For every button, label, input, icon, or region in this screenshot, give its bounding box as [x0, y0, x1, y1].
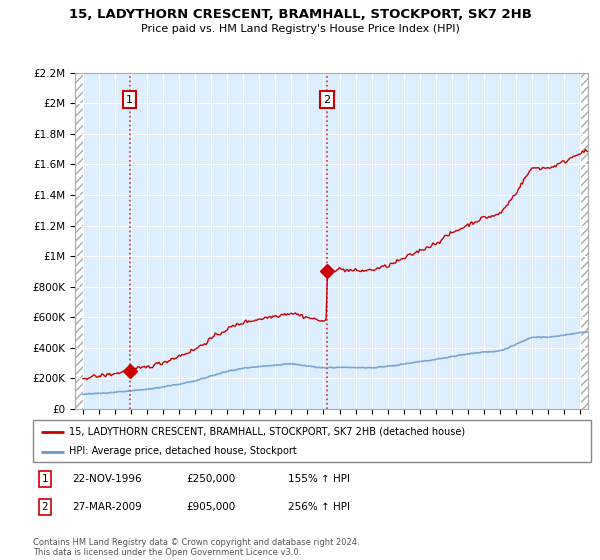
Text: 15, LADYTHORN CRESCENT, BRAMHALL, STOCKPORT, SK7 2HB (detached house): 15, LADYTHORN CRESCENT, BRAMHALL, STOCKP…: [69, 427, 466, 437]
Text: 27-MAR-2009: 27-MAR-2009: [72, 502, 142, 512]
Text: £250,000: £250,000: [186, 474, 235, 484]
Text: 22-NOV-1996: 22-NOV-1996: [72, 474, 142, 484]
Bar: [580, 73, 588, 409]
Text: 2: 2: [323, 95, 331, 105]
Bar: [75, 73, 83, 409]
Text: Price paid vs. HM Land Registry's House Price Index (HPI): Price paid vs. HM Land Registry's House …: [140, 24, 460, 34]
Text: 1: 1: [41, 474, 49, 484]
Text: HPI: Average price, detached house, Stockport: HPI: Average price, detached house, Stoc…: [69, 446, 297, 456]
Text: 15, LADYTHORN CRESCENT, BRAMHALL, STOCKPORT, SK7 2HB: 15, LADYTHORN CRESCENT, BRAMHALL, STOCKP…: [68, 8, 532, 21]
Text: £905,000: £905,000: [186, 502, 235, 512]
Text: Contains HM Land Registry data © Crown copyright and database right 2024.
This d: Contains HM Land Registry data © Crown c…: [33, 538, 359, 557]
Text: 155% ↑ HPI: 155% ↑ HPI: [288, 474, 350, 484]
Text: 256% ↑ HPI: 256% ↑ HPI: [288, 502, 350, 512]
Text: 2: 2: [41, 502, 49, 512]
FancyBboxPatch shape: [33, 420, 591, 462]
Text: 1: 1: [126, 95, 133, 105]
